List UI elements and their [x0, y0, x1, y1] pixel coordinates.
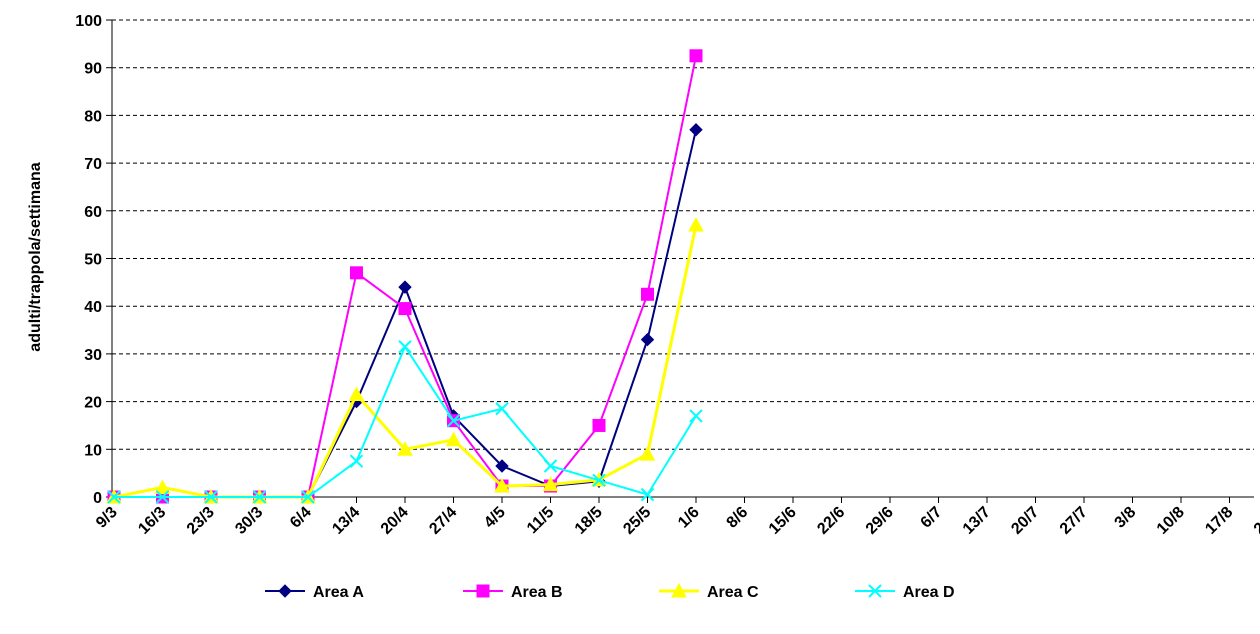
x-tick-label: 30/3: [232, 504, 266, 538]
y-tick-label: 70: [84, 156, 102, 173]
data-point: [446, 413, 461, 428]
legend-entry: Area A: [265, 584, 364, 601]
data-point: [155, 490, 170, 504]
y-tick-label: 40: [84, 299, 102, 316]
x-tick-label: 4/5: [481, 504, 509, 532]
y-tick-label: 60: [84, 204, 102, 221]
data-point: [495, 402, 509, 416]
legend-label: Area B: [511, 584, 563, 601]
data-point: [592, 418, 606, 432]
data-point: [397, 441, 413, 456]
data-point: [398, 340, 412, 354]
x-tick-label: 8/6: [724, 504, 752, 532]
y-tick-label: 10: [84, 442, 102, 459]
legend-marker: [476, 584, 490, 598]
x-tick-label: 3/8: [1112, 504, 1140, 532]
series-area-d: [107, 340, 703, 504]
x-tick-labels: 9/3 16/3 23/3 30/3 6/4 13/4 20/4 27/4 4/5 11/5 18/…: [93, 504, 1260, 538]
legend-marker: [671, 582, 687, 598]
data-point: [592, 473, 606, 488]
x-tick-label: 24/8: [1251, 504, 1260, 538]
data-point: [543, 459, 558, 473]
series-area-b: [107, 49, 703, 504]
data-point: [640, 332, 655, 347]
series-area-c: [106, 217, 704, 504]
data-point: [689, 123, 703, 137]
x-tick-label: 6/7: [918, 504, 946, 532]
data-point: [495, 459, 509, 473]
data-point: [107, 490, 121, 504]
x-tick-label: 10/8: [1154, 504, 1188, 538]
legend: Area A Area B Area C Area D: [265, 582, 955, 601]
series-lines: [106, 49, 704, 504]
x-tick-label: 27/4: [426, 504, 460, 538]
x-tick-label: 1/6: [675, 504, 703, 532]
x-tick-label: 22/6: [814, 504, 848, 538]
legend-label: Area D: [903, 584, 955, 601]
data-point: [640, 487, 655, 502]
data-point: [349, 454, 364, 468]
x-tick-label: 18/5: [572, 504, 606, 538]
data-point: [542, 476, 559, 492]
x-tick-label: 20/7: [1008, 504, 1042, 538]
y-tick-label: 80: [84, 108, 102, 125]
legend-label: Area C: [707, 584, 759, 601]
x-tick-label: 20/4: [378, 504, 412, 538]
y-tick-label: 100: [75, 13, 102, 30]
y-tick-labels: 0 10 20 30 40 50 60 70 80 90 100: [75, 13, 102, 507]
series-line: [114, 55, 697, 498]
x-tick-label: 27/7: [1057, 504, 1091, 538]
data-point: [689, 49, 703, 63]
legend-label: Area A: [313, 584, 364, 601]
x-tick-label: 29/6: [863, 504, 897, 538]
legend-marker: [868, 584, 882, 598]
y-tick-label: 20: [84, 395, 102, 412]
axes: [106, 19, 1254, 503]
data-point: [494, 477, 510, 493]
data-point: [350, 266, 363, 280]
legend-entry: Area D: [855, 584, 955, 601]
y-axis-label: adulti/trappola/settimana: [27, 162, 44, 351]
x-tick-label: 11/5: [524, 504, 557, 537]
x-tick-label: 16/3: [135, 504, 169, 538]
y-tick-label: 50: [84, 252, 102, 269]
grid-lines: [112, 19, 1254, 450]
data-point: [689, 409, 703, 423]
data-point: [398, 280, 412, 294]
y-tick-label: 0: [93, 490, 102, 507]
x-tick-label: 15/6: [766, 504, 800, 538]
data-point: [688, 217, 704, 232]
data-point: [252, 490, 267, 504]
data-point: [641, 287, 654, 301]
series-line: [113, 224, 698, 499]
data-point: [639, 446, 656, 461]
legend-marker: [278, 584, 292, 598]
x-tick-label: 13/7: [960, 504, 994, 538]
legend-entry: Area C: [659, 582, 759, 601]
y-tick-label: 30: [84, 347, 102, 364]
data-point: [445, 431, 462, 447]
y-tick-label: 90: [84, 61, 102, 78]
data-point: [348, 386, 365, 401]
x-tick-label: 13/4: [329, 504, 363, 538]
legend-entry: Area B: [463, 584, 563, 601]
x-tick-label: 17/8: [1202, 504, 1236, 538]
data-point: [154, 479, 171, 494]
data-point: [398, 302, 412, 316]
x-tick-label: 23/3: [184, 504, 218, 538]
data-point: [301, 490, 315, 504]
data-point: [204, 490, 218, 504]
x-tick-label: 6/4: [287, 504, 315, 532]
x-tick-label: 25/5: [620, 504, 654, 538]
x-tick-label: 9/3: [93, 504, 121, 532]
